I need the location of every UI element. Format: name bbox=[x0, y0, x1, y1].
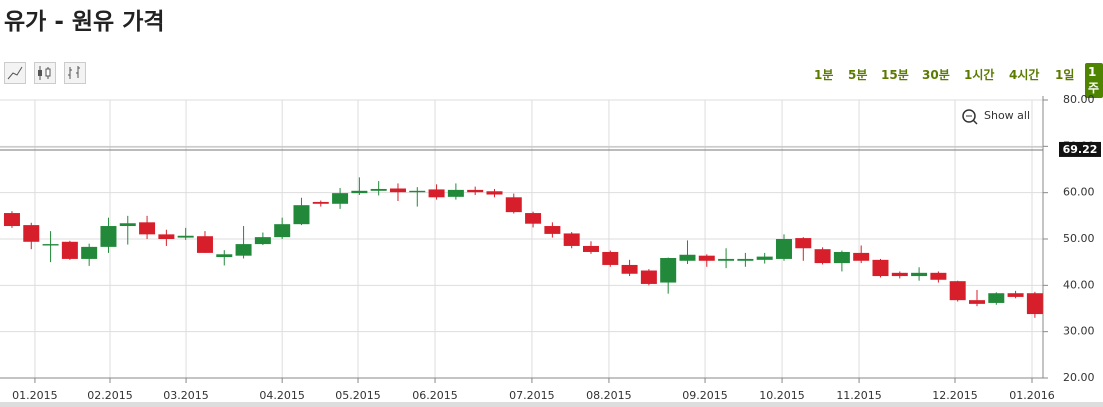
candle-body bbox=[332, 193, 349, 204]
x-tick-label: 01.2016 bbox=[1009, 389, 1055, 402]
candle-body bbox=[525, 213, 542, 224]
y-tick-label: 80.00 bbox=[1063, 93, 1095, 106]
candle-body bbox=[158, 234, 175, 239]
candle-body bbox=[544, 226, 561, 234]
candle-body bbox=[42, 244, 59, 246]
candle-body bbox=[505, 197, 522, 213]
tool-icon bbox=[68, 66, 80, 79]
candle-body bbox=[447, 189, 464, 197]
candle-body bbox=[1007, 293, 1024, 297]
candle-body bbox=[119, 223, 136, 227]
x-tick-label: 12.2015 bbox=[932, 389, 978, 402]
interval-button[interactable]: 5분 bbox=[848, 68, 868, 82]
x-tick-label: 03.2015 bbox=[163, 389, 209, 402]
interval-button[interactable]: 1일 bbox=[1055, 68, 1075, 82]
interval-button[interactable]: 1분 bbox=[814, 68, 834, 82]
interval-button[interactable]: 4시간 bbox=[1009, 68, 1040, 82]
y-tick-label: 30.00 bbox=[1063, 325, 1095, 338]
x-tick-label: 04.2015 bbox=[259, 389, 305, 402]
x-tick-label: 07.2015 bbox=[509, 389, 555, 402]
show-all-label[interactable]: Show all bbox=[984, 109, 1030, 122]
candle-body bbox=[23, 225, 40, 242]
candle-chart-tool[interactable] bbox=[34, 62, 56, 84]
x-tick-label: 02.2015 bbox=[87, 389, 133, 402]
interval-button[interactable]: 1주 bbox=[1085, 63, 1103, 98]
candle-body bbox=[3, 213, 20, 227]
candle-body bbox=[930, 272, 947, 280]
x-tick-label: 11.2015 bbox=[836, 389, 882, 402]
candle-body bbox=[698, 255, 715, 261]
candle-body bbox=[81, 246, 98, 259]
candle-body bbox=[139, 222, 156, 235]
candle-body bbox=[968, 300, 985, 304]
candle-body bbox=[660, 257, 677, 283]
tool-icon bbox=[38, 66, 51, 80]
y-tick-label: 40.00 bbox=[1063, 278, 1095, 291]
candle-body bbox=[756, 256, 773, 260]
price-label: 69.22 bbox=[1063, 143, 1098, 156]
candle-body bbox=[582, 245, 599, 252]
candle-body bbox=[602, 251, 619, 265]
scrollbar bbox=[0, 402, 1103, 407]
candle-body bbox=[988, 293, 1005, 303]
x-tick-label: 01.2015 bbox=[12, 389, 58, 402]
candle-body bbox=[486, 191, 503, 195]
candle-body bbox=[814, 249, 831, 264]
candle-body bbox=[891, 272, 908, 277]
candle-body bbox=[274, 224, 291, 238]
candle-body bbox=[428, 189, 445, 198]
candle-body bbox=[1026, 293, 1043, 315]
x-tick-label: 08.2015 bbox=[586, 389, 632, 402]
y-tick-label: 20.00 bbox=[1063, 371, 1095, 384]
price-label-box bbox=[1059, 141, 1101, 157]
x-tick-label: 09.2015 bbox=[682, 389, 728, 402]
bar-chart-tool[interactable] bbox=[64, 62, 86, 84]
candle-body bbox=[293, 205, 310, 225]
candle-body bbox=[389, 188, 406, 193]
zoom-icon bbox=[962, 109, 976, 123]
interval-button[interactable]: 30분 bbox=[922, 68, 950, 82]
candle-body bbox=[312, 201, 329, 204]
candle-body bbox=[409, 190, 426, 193]
candle-body bbox=[177, 235, 194, 238]
y-tick-label: 60.00 bbox=[1063, 186, 1095, 199]
candle-body bbox=[795, 238, 812, 249]
candle-body bbox=[872, 259, 889, 277]
x-tick-label: 05.2015 bbox=[335, 389, 381, 402]
candle-body bbox=[718, 258, 735, 261]
candle-body bbox=[370, 188, 387, 191]
x-tick-label: 06.2015 bbox=[412, 389, 458, 402]
candle-body bbox=[640, 270, 657, 284]
interval-button[interactable]: 1시간 bbox=[964, 68, 995, 82]
candle-body bbox=[737, 258, 754, 261]
candle-body bbox=[853, 252, 870, 261]
x-tick-label: 10.2015 bbox=[759, 389, 805, 402]
candle-body bbox=[61, 241, 78, 259]
candle-body bbox=[833, 251, 850, 264]
interval-button[interactable]: 15분 bbox=[881, 68, 909, 82]
candle-body bbox=[216, 254, 233, 258]
y-tick-label: 50.00 bbox=[1063, 232, 1095, 245]
candle-body bbox=[911, 272, 928, 277]
candle-body bbox=[254, 237, 271, 245]
candle-body bbox=[100, 226, 117, 247]
show-all-button[interactable]: Show all bbox=[962, 109, 1030, 125]
line-chart-tool[interactable] bbox=[4, 62, 26, 84]
candle-body bbox=[196, 236, 213, 253]
candle-body bbox=[235, 244, 252, 256]
zoom-icon bbox=[972, 119, 978, 125]
plot: 20.0030.0040.0050.0060.0070.0080.0001.20… bbox=[0, 93, 1103, 407]
tool-icon bbox=[7, 66, 23, 80]
candle-body bbox=[467, 189, 484, 193]
candle-body bbox=[621, 264, 638, 274]
page-title: 유가 - 원유 가격 bbox=[4, 9, 165, 35]
candle-body bbox=[351, 190, 368, 194]
candle-body bbox=[775, 239, 792, 259]
candle-body bbox=[679, 254, 696, 261]
candle-body bbox=[949, 281, 966, 301]
candle-body bbox=[563, 233, 580, 246]
